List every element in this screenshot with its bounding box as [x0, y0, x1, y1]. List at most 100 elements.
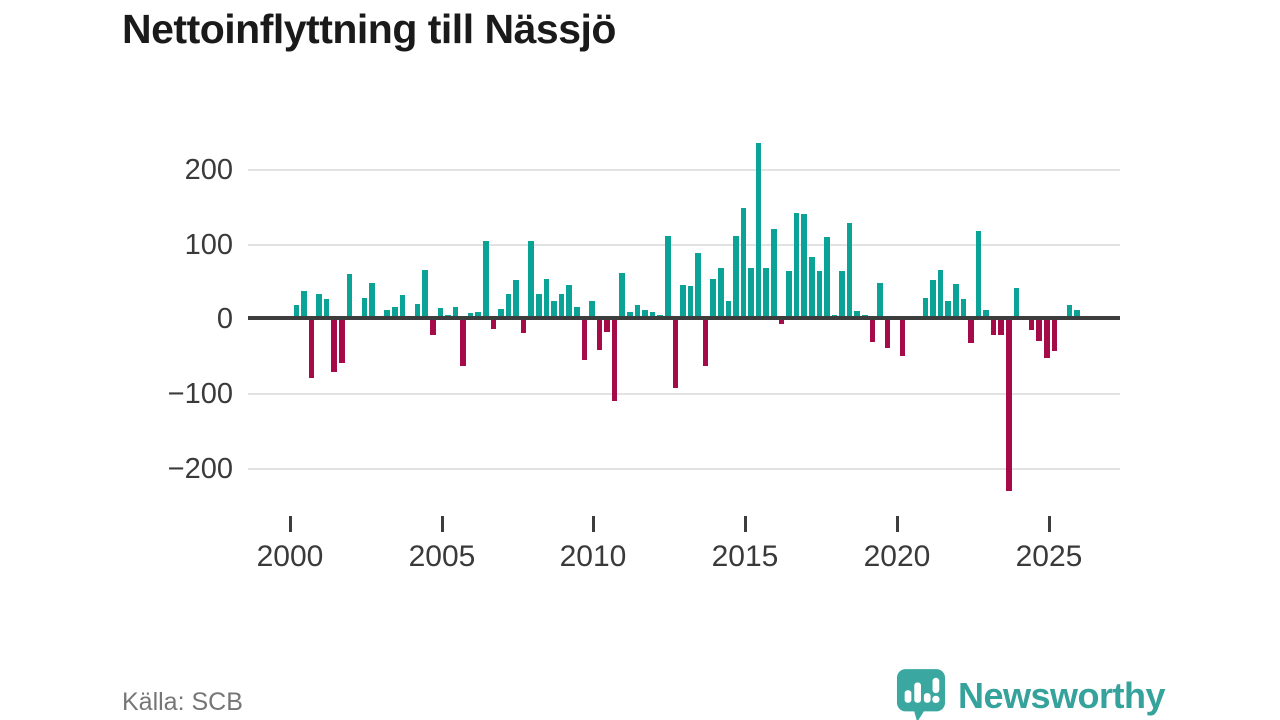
y-axis-label-0: 0 [216, 303, 233, 335]
bar-negative [1051, 318, 1058, 351]
bar-positive [922, 298, 929, 319]
bar-positive [369, 282, 375, 319]
gridline-100 [248, 244, 1120, 246]
x-tick-2000 [289, 516, 292, 532]
bar-positive [952, 284, 959, 319]
bar-positive [1066, 305, 1073, 319]
bar-negative [520, 318, 527, 334]
bar-positive [475, 311, 481, 319]
bar-positive [634, 305, 641, 319]
bar-positive [505, 293, 512, 319]
bar-positive [589, 301, 595, 319]
x-tick-2015 [744, 516, 747, 532]
bar-positive [642, 309, 648, 319]
bar-positive [551, 300, 557, 319]
bar-positive [786, 271, 792, 319]
newsworthy-bubble-barchart-icon [896, 668, 946, 720]
bar-positive [1013, 287, 1020, 319]
bar-positive [740, 207, 747, 319]
bar-positive [680, 284, 686, 319]
bar-positive [945, 301, 951, 319]
bar-positive [801, 214, 807, 319]
bar-negative [998, 318, 1005, 335]
bar-negative [460, 318, 466, 366]
bar-positive [384, 309, 391, 319]
bar-positive [839, 270, 845, 319]
bar-negative [968, 318, 974, 344]
bar-positive [725, 301, 732, 319]
bar-positive [513, 279, 519, 319]
bar-negative [899, 318, 906, 356]
bar-positive [498, 308, 504, 319]
bar-positive [733, 236, 739, 319]
bar-positive [854, 311, 860, 319]
bar-positive [717, 267, 724, 319]
x-axis-label-2010: 2010 [559, 540, 627, 573]
bar-negative [1006, 318, 1012, 491]
bar-positive [558, 293, 565, 319]
bar-negative [990, 318, 997, 335]
bar-negative [604, 318, 610, 332]
bar-positive [543, 278, 550, 319]
source-caption: Källa: SCB [122, 688, 243, 716]
bar-negative [1028, 318, 1035, 330]
bar-positive [808, 257, 815, 319]
bar-positive [301, 290, 307, 319]
bar-negative [884, 318, 891, 349]
x-tick-2010 [592, 516, 595, 532]
bar-negative [429, 318, 436, 335]
x-tick-2005 [441, 516, 444, 532]
y-axis-label-200: 200 [184, 154, 233, 186]
gridline-neg200 [248, 468, 1120, 470]
bar-positive [983, 309, 989, 319]
bar-negative [672, 318, 679, 389]
y-axis-label-100: 100 [184, 229, 233, 261]
x-tick-2020 [896, 516, 899, 532]
bar-positive [414, 303, 421, 319]
bar-positive [793, 212, 800, 319]
newsworthy-logo: Newsworthy [896, 668, 1166, 720]
bar-positive [771, 229, 777, 319]
bar-positive [960, 299, 967, 319]
bar-positive [627, 311, 633, 319]
bar-negative [869, 318, 876, 343]
gridline-200 [248, 169, 1120, 171]
bar-positive [536, 293, 542, 319]
bar-negative [778, 318, 785, 325]
bar-positive [323, 299, 330, 319]
bar-positive [1074, 310, 1080, 319]
bar-positive [664, 236, 671, 319]
bar-negative [490, 318, 497, 329]
x-axis-label-2015: 2015 [711, 540, 779, 573]
x-axis-label-2020: 2020 [863, 540, 931, 573]
bar-positive [846, 222, 853, 319]
bar-negative [308, 318, 315, 379]
bar-positive [573, 306, 580, 319]
x-axis-label-2025: 2025 [1015, 540, 1083, 573]
bar-positive [361, 298, 368, 319]
newsworthy-logo-text: Newsworthy [958, 675, 1166, 716]
bar-positive [528, 240, 535, 319]
bar-positive [824, 236, 830, 319]
bar-negative [611, 318, 618, 401]
bar-positive [975, 230, 982, 319]
bar-positive [755, 143, 762, 319]
bar-negative [581, 318, 588, 361]
bar-positive [748, 267, 754, 319]
bar-positive [619, 272, 626, 319]
bar-positive [316, 293, 322, 319]
bar-positive [930, 280, 936, 319]
bar-positive [399, 294, 406, 319]
bar-negative [331, 318, 337, 373]
bar-positive [763, 268, 770, 319]
gridline-neg100 [248, 393, 1120, 395]
x-axis-label-2000: 2000 [256, 540, 324, 573]
y-axis-label-neg100: −100 [167, 378, 233, 410]
bar-positive [483, 240, 489, 319]
bar-positive [392, 307, 398, 319]
chart-title: Nettoinflyttning till Nässjö [122, 6, 616, 52]
bar-positive [452, 306, 459, 319]
x-axis-label-2005: 2005 [408, 540, 476, 573]
bar-negative [596, 318, 603, 350]
